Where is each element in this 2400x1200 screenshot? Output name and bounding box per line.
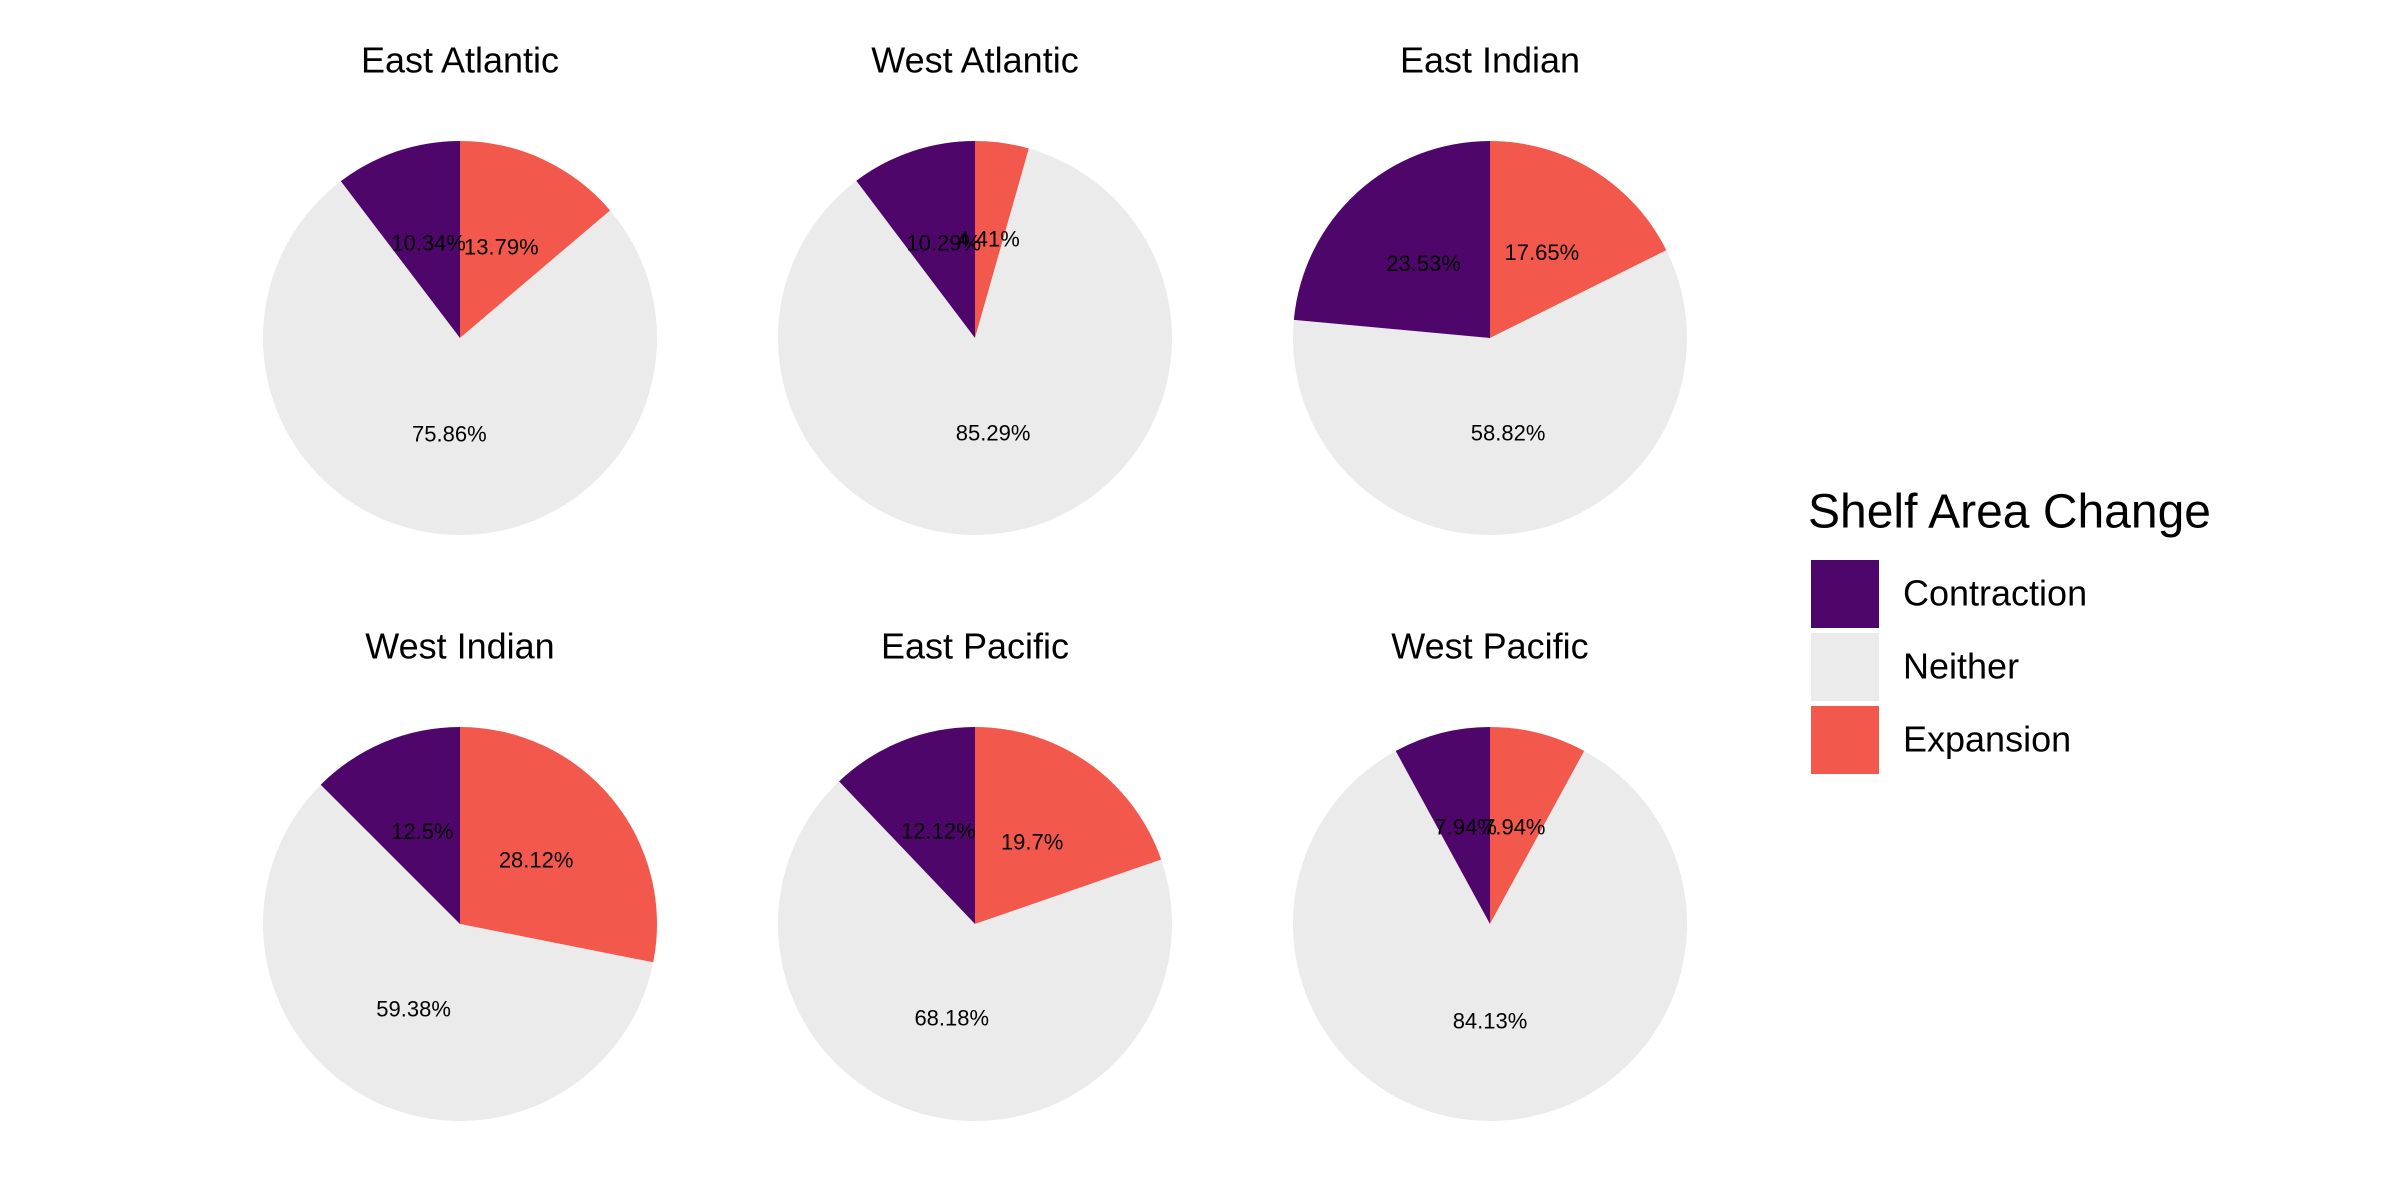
- pie-slice-east-pacific-expansion: [975, 727, 1162, 924]
- panel-title-east-pacific: East Pacific: [881, 626, 1069, 667]
- pie-slice-west-pacific-neither: [1293, 751, 1687, 1122]
- slice-label-west-indian-expansion: 28.12%: [499, 847, 574, 872]
- pie-slice-east-atlantic-expansion: [460, 141, 611, 338]
- pie-slice-west-atlantic-contraction: [856, 141, 975, 338]
- slice-label-west-pacific-contraction: 7.94%: [1434, 814, 1496, 839]
- pie-slice-east-indian-expansion: [1490, 141, 1667, 338]
- slice-label-east-indian-neither: 58.82%: [1471, 421, 1546, 446]
- pie-panel-east-atlantic: East Atlantic 13.79% 75.86% 10.34%: [262, 40, 657, 536]
- pie-panel-west-pacific: West Pacific 7.94% 84.13% 7.94%: [1293, 626, 1687, 1122]
- pie-slice-east-indian-contraction: [1293, 141, 1490, 338]
- slice-label-east-indian-expansion: 17.65%: [1505, 240, 1580, 265]
- pie-slice-east-pacific-contraction: [839, 727, 975, 924]
- slice-label-east-atlantic-neither: 75.86%: [412, 422, 487, 447]
- slice-label-east-atlantic-expansion: 13.79%: [464, 234, 539, 259]
- slice-label-east-pacific-neither: 68.18%: [914, 1006, 989, 1031]
- slice-label-east-indian-contraction: 23.53%: [1386, 251, 1461, 276]
- slice-label-west-indian-contraction: 12.5%: [391, 819, 453, 844]
- slice-label-east-pacific-expansion: 19.7%: [1001, 830, 1063, 855]
- pie-panel-west-indian: West Indian 28.12% 59.38% 12.5%: [263, 626, 658, 1121]
- pie-slice-east-pacific-neither: [778, 781, 1173, 1121]
- legend: Shelf Area Change Contraction Neither Expan…: [1808, 486, 2211, 774]
- legend-label-expansion: Expansion: [1903, 719, 2071, 760]
- slice-label-east-atlantic-contraction: 10.34%: [391, 230, 466, 255]
- pie-slice-west-indian-expansion: [460, 727, 658, 963]
- pie-slice-west-indian-neither: [263, 784, 654, 1121]
- pie-slice-east-indian-neither: [1292, 250, 1687, 536]
- legend-label-contraction: Contraction: [1903, 573, 2087, 614]
- slice-label-west-atlantic-contraction: 10.29%: [906, 230, 981, 255]
- slice-label-west-atlantic-neither: 85.29%: [956, 421, 1031, 446]
- legend-swatch-expansion: [1811, 706, 1879, 774]
- legend-swatch-neither: [1811, 633, 1879, 701]
- pie-panel-west-atlantic: West Atlantic 4.41% 85.29% 10.29%: [777, 40, 1172, 536]
- slice-label-west-atlantic-expansion: 4.41%: [957, 226, 1019, 251]
- legend-label-neither: Neither: [1903, 646, 2019, 687]
- pie-slice-west-atlantic-neither: [777, 148, 1172, 536]
- pie-slice-west-pacific-expansion: [1490, 727, 1585, 924]
- legend-swatch-contraction: [1811, 560, 1879, 628]
- panel-title-east-indian: East Indian: [1400, 40, 1580, 81]
- pie-slice-west-pacific-contraction: [1395, 727, 1490, 924]
- panel-title-west-indian: West Indian: [365, 626, 554, 667]
- pie-panel-east-indian: East Indian 17.65% 58.82% 23.53%: [1292, 40, 1687, 536]
- slice-label-west-pacific-neither: 84.13%: [1453, 1008, 1528, 1033]
- slice-label-west-pacific-expansion: 7.94%: [1483, 814, 1545, 839]
- pie-slice-west-atlantic-expansion: [975, 141, 1029, 338]
- panel-title-east-atlantic: East Atlantic: [361, 40, 559, 81]
- pie-slice-west-indian-contraction: [320, 727, 460, 924]
- pie-slice-east-atlantic-neither: [262, 181, 657, 536]
- pie-panel-east-pacific: East Pacific 19.7% 68.18% 12.12%: [778, 626, 1173, 1121]
- slice-label-west-indian-neither: 59.38%: [376, 997, 451, 1022]
- panel-title-west-atlantic: West Atlantic: [871, 40, 1078, 81]
- panel-title-west-pacific: West Pacific: [1391, 626, 1588, 667]
- slice-label-east-pacific-contraction: 12.12%: [901, 818, 976, 843]
- pie-slice-east-atlantic-contraction: [340, 141, 460, 338]
- legend-title: Shelf Area Change: [1808, 486, 2211, 539]
